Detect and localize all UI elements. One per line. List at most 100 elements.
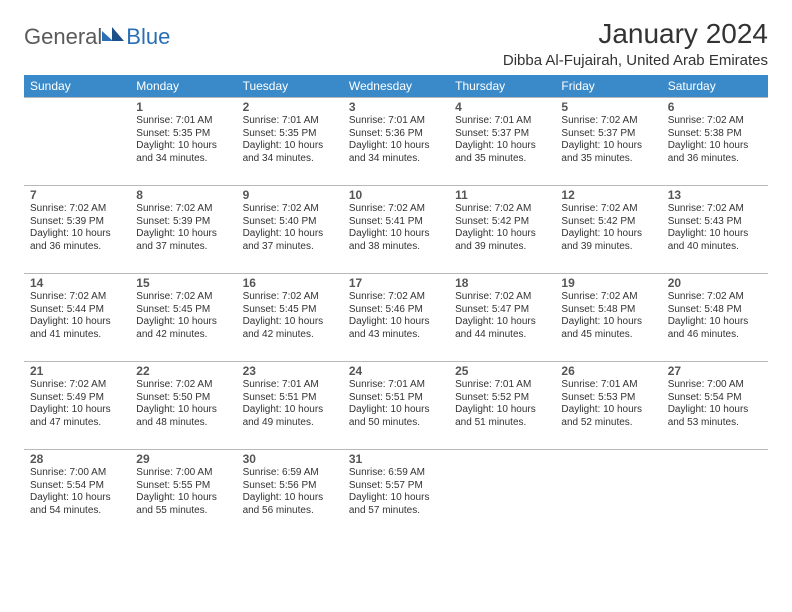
sunset-text: Sunset: 5:41 PM <box>349 216 443 229</box>
logo: General Blue <box>24 24 170 50</box>
daylight-text: Daylight: 10 hours and 55 minutes. <box>136 492 230 517</box>
day-info: Sunrise: 7:02 AMSunset: 5:47 PMDaylight:… <box>455 291 549 341</box>
day-number: 21 <box>30 364 124 378</box>
day-number: 16 <box>243 276 337 290</box>
week-row: 7Sunrise: 7:02 AMSunset: 5:39 PMDaylight… <box>24 186 768 274</box>
day-cell: 29Sunrise: 7:00 AMSunset: 5:55 PMDayligh… <box>130 450 236 538</box>
day-number: 6 <box>668 100 762 114</box>
day-info: Sunrise: 7:02 AMSunset: 5:48 PMDaylight:… <box>561 291 655 341</box>
day-number: 28 <box>30 452 124 466</box>
sunset-text: Sunset: 5:45 PM <box>136 304 230 317</box>
dow-monday: Monday <box>130 75 236 98</box>
header: General Blue January 2024 Dibba Al-Fujai… <box>24 18 768 69</box>
day-cell: 4Sunrise: 7:01 AMSunset: 5:37 PMDaylight… <box>449 98 555 186</box>
sunset-text: Sunset: 5:43 PM <box>668 216 762 229</box>
daylight-text: Daylight: 10 hours and 48 minutes. <box>136 404 230 429</box>
week-row: 28Sunrise: 7:00 AMSunset: 5:54 PMDayligh… <box>24 450 768 538</box>
day-info: Sunrise: 7:00 AMSunset: 5:54 PMDaylight:… <box>30 467 124 517</box>
day-number: 29 <box>136 452 230 466</box>
day-number: 26 <box>561 364 655 378</box>
daylight-text: Daylight: 10 hours and 34 minutes. <box>243 140 337 165</box>
sunrise-text: Sunrise: 7:01 AM <box>561 379 655 392</box>
sunrise-text: Sunrise: 6:59 AM <box>349 467 443 480</box>
sunrise-text: Sunrise: 7:02 AM <box>668 115 762 128</box>
location-label: Dibba Al-Fujairah, United Arab Emirates <box>503 52 768 69</box>
day-number: 11 <box>455 188 549 202</box>
sunrise-text: Sunrise: 7:02 AM <box>243 291 337 304</box>
daylight-text: Daylight: 10 hours and 47 minutes. <box>30 404 124 429</box>
daylight-text: Daylight: 10 hours and 40 minutes. <box>668 228 762 253</box>
day-cell: 30Sunrise: 6:59 AMSunset: 5:56 PMDayligh… <box>237 450 343 538</box>
empty-cell <box>449 450 555 538</box>
sunrise-text: Sunrise: 7:02 AM <box>30 291 124 304</box>
day-info: Sunrise: 7:02 AMSunset: 5:39 PMDaylight:… <box>30 203 124 253</box>
day-cell: 24Sunrise: 7:01 AMSunset: 5:51 PMDayligh… <box>343 362 449 450</box>
day-info: Sunrise: 6:59 AMSunset: 5:56 PMDaylight:… <box>243 467 337 517</box>
sunset-text: Sunset: 5:37 PM <box>561 128 655 141</box>
day-cell: 11Sunrise: 7:02 AMSunset: 5:42 PMDayligh… <box>449 186 555 274</box>
day-info: Sunrise: 7:02 AMSunset: 5:45 PMDaylight:… <box>136 291 230 341</box>
week-row: 14Sunrise: 7:02 AMSunset: 5:44 PMDayligh… <box>24 274 768 362</box>
day-info: Sunrise: 7:02 AMSunset: 5:49 PMDaylight:… <box>30 379 124 429</box>
day-cell: 22Sunrise: 7:02 AMSunset: 5:50 PMDayligh… <box>130 362 236 450</box>
day-cell: 10Sunrise: 7:02 AMSunset: 5:41 PMDayligh… <box>343 186 449 274</box>
sunset-text: Sunset: 5:48 PM <box>668 304 762 317</box>
day-info: Sunrise: 7:02 AMSunset: 5:48 PMDaylight:… <box>668 291 762 341</box>
day-info: Sunrise: 7:01 AMSunset: 5:36 PMDaylight:… <box>349 115 443 165</box>
daylight-text: Daylight: 10 hours and 34 minutes. <box>136 140 230 165</box>
day-info: Sunrise: 7:00 AMSunset: 5:54 PMDaylight:… <box>668 379 762 429</box>
sunrise-text: Sunrise: 7:00 AM <box>30 467 124 480</box>
sunrise-text: Sunrise: 7:02 AM <box>561 291 655 304</box>
dow-sunday: Sunday <box>24 75 130 98</box>
day-info: Sunrise: 7:02 AMSunset: 5:42 PMDaylight:… <box>561 203 655 253</box>
sunset-text: Sunset: 5:49 PM <box>30 392 124 405</box>
daylight-text: Daylight: 10 hours and 34 minutes. <box>349 140 443 165</box>
day-number: 10 <box>349 188 443 202</box>
sunset-text: Sunset: 5:35 PM <box>243 128 337 141</box>
sunset-text: Sunset: 5:38 PM <box>668 128 762 141</box>
sunset-text: Sunset: 5:52 PM <box>455 392 549 405</box>
day-cell: 6Sunrise: 7:02 AMSunset: 5:38 PMDaylight… <box>662 98 768 186</box>
sunrise-text: Sunrise: 7:02 AM <box>349 203 443 216</box>
day-cell: 26Sunrise: 7:01 AMSunset: 5:53 PMDayligh… <box>555 362 661 450</box>
day-info: Sunrise: 7:00 AMSunset: 5:55 PMDaylight:… <box>136 467 230 517</box>
sunset-text: Sunset: 5:57 PM <box>349 480 443 493</box>
day-cell: 25Sunrise: 7:01 AMSunset: 5:52 PMDayligh… <box>449 362 555 450</box>
day-info: Sunrise: 7:01 AMSunset: 5:35 PMDaylight:… <box>136 115 230 165</box>
dow-thursday: Thursday <box>449 75 555 98</box>
daylight-text: Daylight: 10 hours and 36 minutes. <box>668 140 762 165</box>
day-number: 23 <box>243 364 337 378</box>
day-number: 12 <box>561 188 655 202</box>
day-cell: 28Sunrise: 7:00 AMSunset: 5:54 PMDayligh… <box>24 450 130 538</box>
day-cell: 16Sunrise: 7:02 AMSunset: 5:45 PMDayligh… <box>237 274 343 362</box>
day-cell: 5Sunrise: 7:02 AMSunset: 5:37 PMDaylight… <box>555 98 661 186</box>
day-cell: 27Sunrise: 7:00 AMSunset: 5:54 PMDayligh… <box>662 362 768 450</box>
daylight-text: Daylight: 10 hours and 46 minutes. <box>668 316 762 341</box>
day-info: Sunrise: 7:02 AMSunset: 5:39 PMDaylight:… <box>136 203 230 253</box>
sunset-text: Sunset: 5:47 PM <box>455 304 549 317</box>
sunset-text: Sunset: 5:45 PM <box>243 304 337 317</box>
day-number: 27 <box>668 364 762 378</box>
day-cell: 12Sunrise: 7:02 AMSunset: 5:42 PMDayligh… <box>555 186 661 274</box>
sunrise-text: Sunrise: 7:02 AM <box>30 203 124 216</box>
dow-row: Sunday Monday Tuesday Wednesday Thursday… <box>24 75 768 98</box>
sunset-text: Sunset: 5:53 PM <box>561 392 655 405</box>
sunset-text: Sunset: 5:51 PM <box>349 392 443 405</box>
sunrise-text: Sunrise: 7:02 AM <box>243 203 337 216</box>
day-cell: 1Sunrise: 7:01 AMSunset: 5:35 PMDaylight… <box>130 98 236 186</box>
daylight-text: Daylight: 10 hours and 49 minutes. <box>243 404 337 429</box>
week-row: 1Sunrise: 7:01 AMSunset: 5:35 PMDaylight… <box>24 98 768 186</box>
day-number: 31 <box>349 452 443 466</box>
daylight-text: Daylight: 10 hours and 50 minutes. <box>349 404 443 429</box>
day-number: 25 <box>455 364 549 378</box>
daylight-text: Daylight: 10 hours and 35 minutes. <box>561 140 655 165</box>
day-number: 17 <box>349 276 443 290</box>
day-number: 18 <box>455 276 549 290</box>
calendar-body: 1Sunrise: 7:01 AMSunset: 5:35 PMDaylight… <box>24 98 768 538</box>
daylight-text: Daylight: 10 hours and 39 minutes. <box>455 228 549 253</box>
day-number: 14 <box>30 276 124 290</box>
week-row: 21Sunrise: 7:02 AMSunset: 5:49 PMDayligh… <box>24 362 768 450</box>
sunset-text: Sunset: 5:46 PM <box>349 304 443 317</box>
day-number: 13 <box>668 188 762 202</box>
day-number: 5 <box>561 100 655 114</box>
